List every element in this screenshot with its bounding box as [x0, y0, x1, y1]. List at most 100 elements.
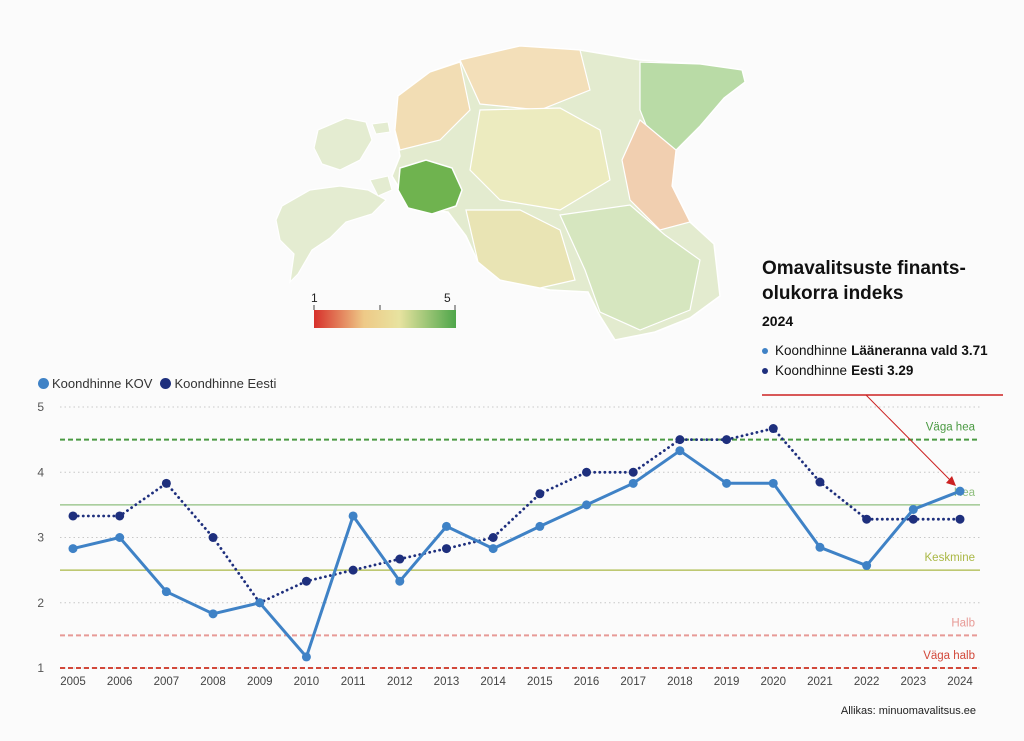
- eesti-point[interactable]: [768, 424, 778, 434]
- info-row-kov-prefix: Koondhinne: [775, 343, 848, 358]
- x-tick-label: 2013: [434, 676, 460, 688]
- kov-point[interactable]: [301, 652, 311, 662]
- kov-point[interactable]: [908, 504, 918, 514]
- x-tick-label: 2019: [714, 676, 740, 688]
- kov-point[interactable]: [395, 576, 405, 586]
- legend-item-eesti[interactable]: Koondhinne Eesti: [160, 376, 276, 391]
- info-row-kov-value: Lääneranna vald 3.71: [851, 343, 988, 358]
- south-west-region: [465, 209, 576, 289]
- y-tick-label: 3: [37, 531, 44, 545]
- eesti-point[interactable]: [488, 533, 498, 542]
- eesti-point[interactable]: [955, 514, 965, 524]
- x-tick-label: 2021: [807, 676, 833, 688]
- kov-series-line: [71, 449, 962, 659]
- kov-point[interactable]: [208, 609, 218, 619]
- x-tick-label: 2012: [387, 676, 413, 688]
- legend-eesti-label: Koondhinne Eesti: [174, 376, 277, 391]
- eesti-point[interactable]: [535, 489, 545, 499]
- chart-title: Omavalitsuste finants- olukorra indeks: [762, 256, 1012, 306]
- eesti-dot-icon: [762, 367, 768, 374]
- y-tick-label: 4: [37, 465, 44, 479]
- info-row-kov: Koondhinne Lääneranna vald 3.71: [762, 343, 988, 358]
- eesti-point[interactable]: [441, 544, 451, 554]
- info-row-eesti-prefix: Koondhinne: [775, 363, 848, 378]
- kov-point[interactable]: [348, 511, 358, 521]
- reference-line-label: Väga halb: [923, 650, 975, 662]
- y-tick-label: 2: [37, 596, 44, 610]
- eesti-point[interactable]: [208, 533, 218, 542]
- x-tick-label: 2016: [574, 676, 600, 688]
- legend-kov-label: Koondhinne KOV: [52, 376, 153, 391]
- legend-item-kov[interactable]: Koondhinne KOV: [38, 376, 152, 391]
- central-region: [469, 107, 611, 211]
- eesti-point[interactable]: [908, 514, 918, 524]
- kov-point[interactable]: [115, 533, 125, 542]
- eesti-point[interactable]: [161, 478, 171, 488]
- eesti-point[interactable]: [395, 554, 405, 564]
- reference-line-label: Halb: [951, 617, 975, 629]
- x-tick-label: 2005: [60, 676, 86, 688]
- hiiumaa-island: [313, 117, 373, 171]
- x-tick-label: 2015: [527, 676, 553, 688]
- x-tick-label: 2020: [760, 676, 786, 688]
- eesti-point[interactable]: [862, 514, 872, 524]
- eesti-point[interactable]: [301, 576, 311, 586]
- kov-point[interactable]: [68, 544, 78, 554]
- x-tick-label: 2010: [294, 676, 320, 688]
- kov-point[interactable]: [535, 521, 545, 531]
- x-tick-label: 2023: [901, 676, 927, 688]
- scale-min-label: 1: [311, 291, 318, 305]
- legend-eesti-dot-icon: [160, 378, 172, 389]
- y-tick-label: 5: [37, 400, 44, 414]
- x-tick-label: 2017: [620, 676, 646, 688]
- x-tick-label: 2014: [480, 676, 506, 688]
- kov-point[interactable]: [675, 446, 685, 456]
- x-tick-label: 2006: [107, 676, 133, 688]
- kov-dot-icon: [762, 347, 768, 354]
- legend-kov-dot-icon: [38, 378, 49, 389]
- x-tick-label: 2011: [341, 676, 366, 688]
- saaremaa-island: [275, 185, 387, 284]
- y-tick-label: 1: [37, 661, 44, 675]
- x-tick-label: 2022: [854, 676, 880, 688]
- kov-point[interactable]: [955, 486, 965, 496]
- eesti-point[interactable]: [675, 435, 685, 445]
- kov-point[interactable]: [488, 544, 498, 554]
- kov-point[interactable]: [862, 561, 872, 571]
- y-tick-labels: 1 2 3 4 5: [37, 400, 44, 675]
- eesti-point[interactable]: [68, 511, 78, 521]
- x-tick-label: 2024: [947, 676, 973, 688]
- kov-point[interactable]: [255, 598, 265, 608]
- title-line-2: olukorra indeks: [762, 283, 904, 304]
- x-tick-label: 2008: [200, 676, 226, 688]
- title-line-1: Omavalitsuste finants-: [762, 258, 966, 279]
- eesti-series-line: [71, 427, 962, 605]
- eesti-point[interactable]: [628, 467, 638, 477]
- annotation-arrow-head: [946, 476, 956, 486]
- eesti-point[interactable]: [722, 435, 732, 445]
- scale-max-label: 5: [444, 291, 451, 305]
- grid: [60, 406, 980, 669]
- kov-point[interactable]: [582, 500, 592, 510]
- kov-point[interactable]: [161, 587, 171, 597]
- eesti-point[interactable]: [348, 565, 358, 575]
- kov-point[interactable]: [628, 478, 638, 488]
- series: [68, 424, 965, 662]
- kov-point[interactable]: [441, 521, 451, 531]
- eesti-point[interactable]: [582, 467, 592, 477]
- eesti-point[interactable]: [815, 477, 825, 487]
- north-region: [459, 45, 591, 111]
- x-tick-label: 2007: [154, 676, 180, 688]
- x-tick-labels: 2005 2006 2007 2008 2009 2010 2011 2012 2013 2014…: [60, 676, 973, 688]
- eesti-point[interactable]: [115, 511, 125, 521]
- kov-point[interactable]: [768, 478, 778, 488]
- kov-point[interactable]: [815, 542, 825, 552]
- x-tick-label: 2018: [667, 676, 693, 688]
- annotation-arrow-line: [865, 394, 953, 483]
- kov-point[interactable]: [722, 478, 732, 488]
- info-row-eesti-value: Eesti 3.29: [851, 363, 914, 378]
- x-tick-label: 2009: [247, 676, 273, 688]
